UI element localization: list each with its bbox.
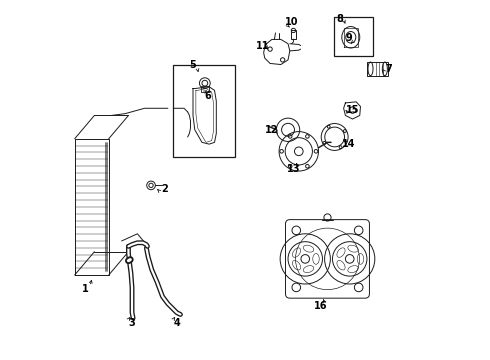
Bar (367, 62, 389, 76)
Text: 15: 15 (346, 105, 359, 115)
Text: 14: 14 (342, 139, 356, 149)
Bar (291, 31, 296, 39)
Text: 10: 10 (285, 17, 298, 27)
Text: 5: 5 (190, 60, 196, 70)
Text: 1: 1 (82, 284, 89, 294)
Text: 7: 7 (385, 64, 392, 74)
Text: 11: 11 (255, 41, 269, 50)
Text: 4: 4 (173, 319, 180, 328)
Text: 9: 9 (345, 33, 352, 43)
Text: 13: 13 (287, 164, 300, 174)
Text: 16: 16 (314, 301, 327, 311)
Text: 2: 2 (161, 184, 168, 194)
Text: 12: 12 (265, 125, 279, 135)
Bar (200, 86, 209, 92)
Text: 3: 3 (129, 319, 135, 328)
Text: 6: 6 (204, 91, 211, 101)
Text: 8: 8 (337, 14, 343, 24)
Bar (172, 65, 235, 157)
Bar (334, 17, 373, 56)
